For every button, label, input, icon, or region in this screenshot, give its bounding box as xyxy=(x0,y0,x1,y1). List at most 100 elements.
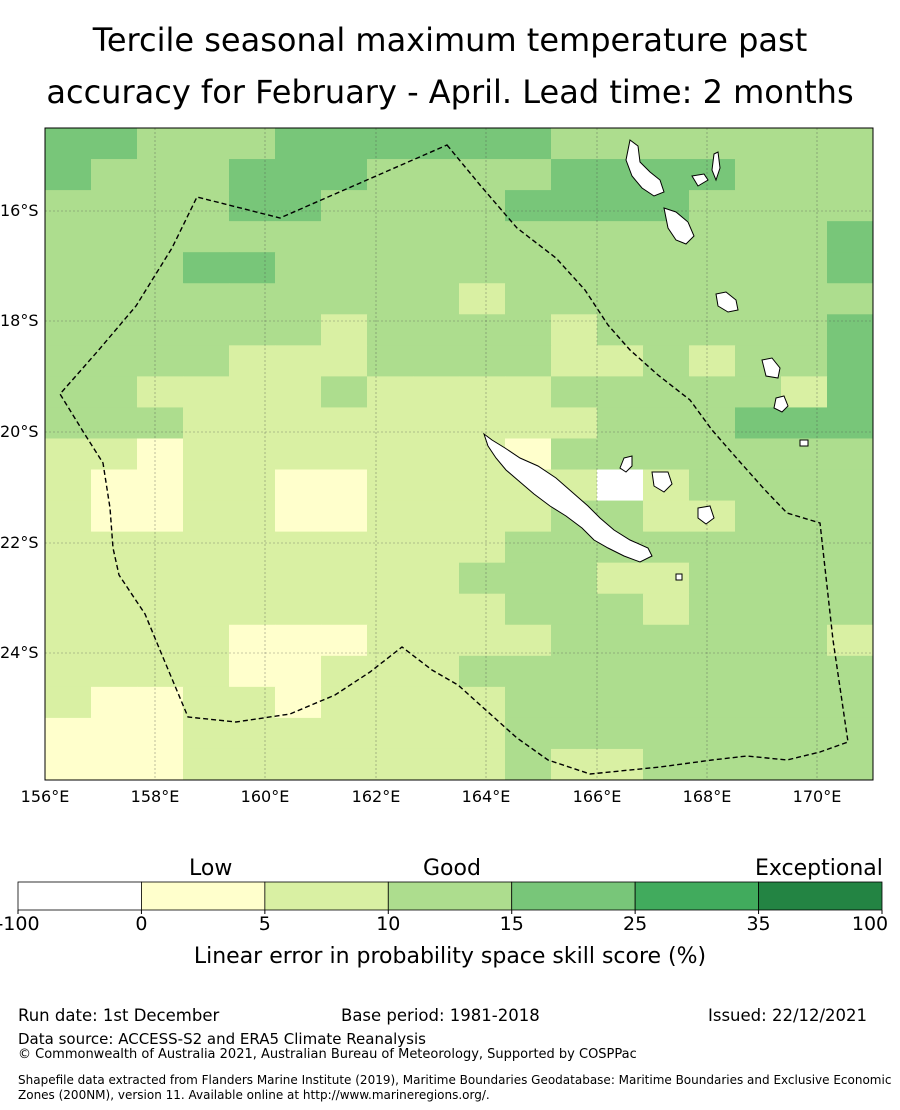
grid-cell xyxy=(735,407,782,439)
grid-cell xyxy=(505,531,552,564)
grid-cell xyxy=(275,314,322,346)
grid-cell xyxy=(91,190,138,222)
grid-cell xyxy=(321,221,368,253)
category-low: Low xyxy=(189,856,233,881)
grid-cell xyxy=(505,345,552,377)
grid-cell xyxy=(91,748,138,781)
grid-cell xyxy=(137,655,184,688)
grid-cell xyxy=(45,624,92,657)
grid-cell xyxy=(321,531,368,564)
grid-cell xyxy=(459,314,506,346)
grid-cell xyxy=(137,283,184,315)
new-caledonia-island xyxy=(483,432,653,563)
grid-cell xyxy=(137,376,184,408)
grid-cell xyxy=(183,159,230,191)
grid-cell xyxy=(827,407,874,439)
grid-cell xyxy=(689,562,736,595)
grid-cell xyxy=(367,190,414,222)
grid-cell xyxy=(229,500,276,533)
grid-cell xyxy=(689,252,736,284)
grid-cell xyxy=(229,345,276,377)
vanuatu-espiritu-santo xyxy=(625,139,665,197)
vanuatu-malakula xyxy=(663,207,695,245)
grid-cell xyxy=(367,469,414,502)
grid-cell xyxy=(137,748,184,781)
grid-cell xyxy=(91,500,138,533)
grid-cell xyxy=(689,128,736,160)
colorbar-segment xyxy=(387,881,513,911)
grid-cell xyxy=(275,593,322,626)
grid-cell xyxy=(229,624,276,657)
grid-cell xyxy=(367,717,414,750)
grid-cell xyxy=(597,748,644,781)
grid-cell xyxy=(781,345,828,377)
grid-cell xyxy=(413,128,460,160)
grid-cell xyxy=(597,376,644,408)
lon-label: 168°E xyxy=(682,787,732,806)
grid-cell xyxy=(275,221,322,253)
grid-cell xyxy=(689,624,736,657)
grid-cell xyxy=(183,717,230,750)
colorbar-tick-label: 10 xyxy=(376,913,401,935)
grid-cell xyxy=(45,128,92,160)
colorbar-tick-label: -100 xyxy=(0,913,40,935)
grid-cell xyxy=(735,748,782,781)
skill-grid xyxy=(45,128,874,781)
grid-cell xyxy=(781,407,828,439)
loyalty-lifou xyxy=(651,471,673,493)
grid-cell xyxy=(367,686,414,719)
grid-cell xyxy=(91,531,138,564)
grid-cell xyxy=(229,531,276,564)
grid-cell xyxy=(735,500,782,533)
colorbar-segment xyxy=(141,881,266,911)
grid-cell xyxy=(45,221,92,253)
grid-cell xyxy=(91,438,138,471)
grid-cell xyxy=(643,593,690,626)
grid-cell xyxy=(781,376,828,408)
grid-cell xyxy=(551,655,598,688)
grid-cell xyxy=(45,438,92,471)
grid-cell xyxy=(45,717,92,750)
grid-cell xyxy=(781,283,828,315)
grid-cell xyxy=(321,593,368,626)
grid-cell xyxy=(597,190,644,222)
shapefile-credit-1: Shapefile data extracted from Flanders M… xyxy=(18,1073,892,1087)
category-good: Good xyxy=(423,856,481,881)
grid-cell xyxy=(229,190,276,222)
grid-cell xyxy=(45,531,92,564)
grid-cell xyxy=(643,562,690,595)
grid-cell xyxy=(827,252,874,284)
grid-cell xyxy=(597,283,644,315)
grid-cell xyxy=(45,345,92,377)
grid-cell xyxy=(505,283,552,315)
issued-date: Issued: 22/12/2021 xyxy=(708,1006,868,1025)
grid-cell xyxy=(91,593,138,626)
grid-cell xyxy=(321,655,368,688)
lat-label: 24°S xyxy=(0,643,39,662)
grid-cell xyxy=(781,252,828,284)
grid-cell xyxy=(827,128,874,160)
grid-cell xyxy=(643,500,690,533)
grid-cell xyxy=(551,531,598,564)
grid-cell xyxy=(597,624,644,657)
grid-cell xyxy=(689,159,736,191)
colorbar-tick-label: 25 xyxy=(623,913,648,935)
grid-cell xyxy=(597,252,644,284)
grid-cell xyxy=(413,469,460,502)
grid-cell xyxy=(781,500,828,533)
grid-cell xyxy=(827,159,874,191)
grid-cell xyxy=(735,469,782,502)
grid-cell xyxy=(367,252,414,284)
grid-cell xyxy=(459,593,506,626)
grid-cell xyxy=(735,655,782,688)
grid-cell xyxy=(505,252,552,284)
grid-cell xyxy=(827,500,874,533)
grid-cell xyxy=(413,593,460,626)
colorbar-segment xyxy=(264,881,389,911)
grid-cell xyxy=(781,624,828,657)
grid-cell xyxy=(551,438,598,471)
grid-cell xyxy=(275,407,322,439)
grid-cell xyxy=(367,624,414,657)
grid-cell xyxy=(91,128,138,160)
grid-cell xyxy=(735,159,782,191)
